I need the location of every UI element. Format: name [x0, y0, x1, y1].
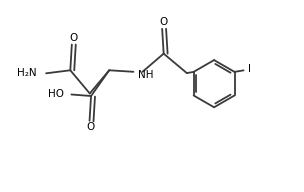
Text: O: O	[87, 122, 95, 132]
Text: HO: HO	[48, 89, 64, 99]
Text: O: O	[70, 33, 78, 43]
Text: NH: NH	[138, 70, 154, 80]
Text: I: I	[248, 65, 251, 74]
Text: H₂N: H₂N	[17, 68, 37, 78]
Text: O: O	[159, 17, 168, 27]
